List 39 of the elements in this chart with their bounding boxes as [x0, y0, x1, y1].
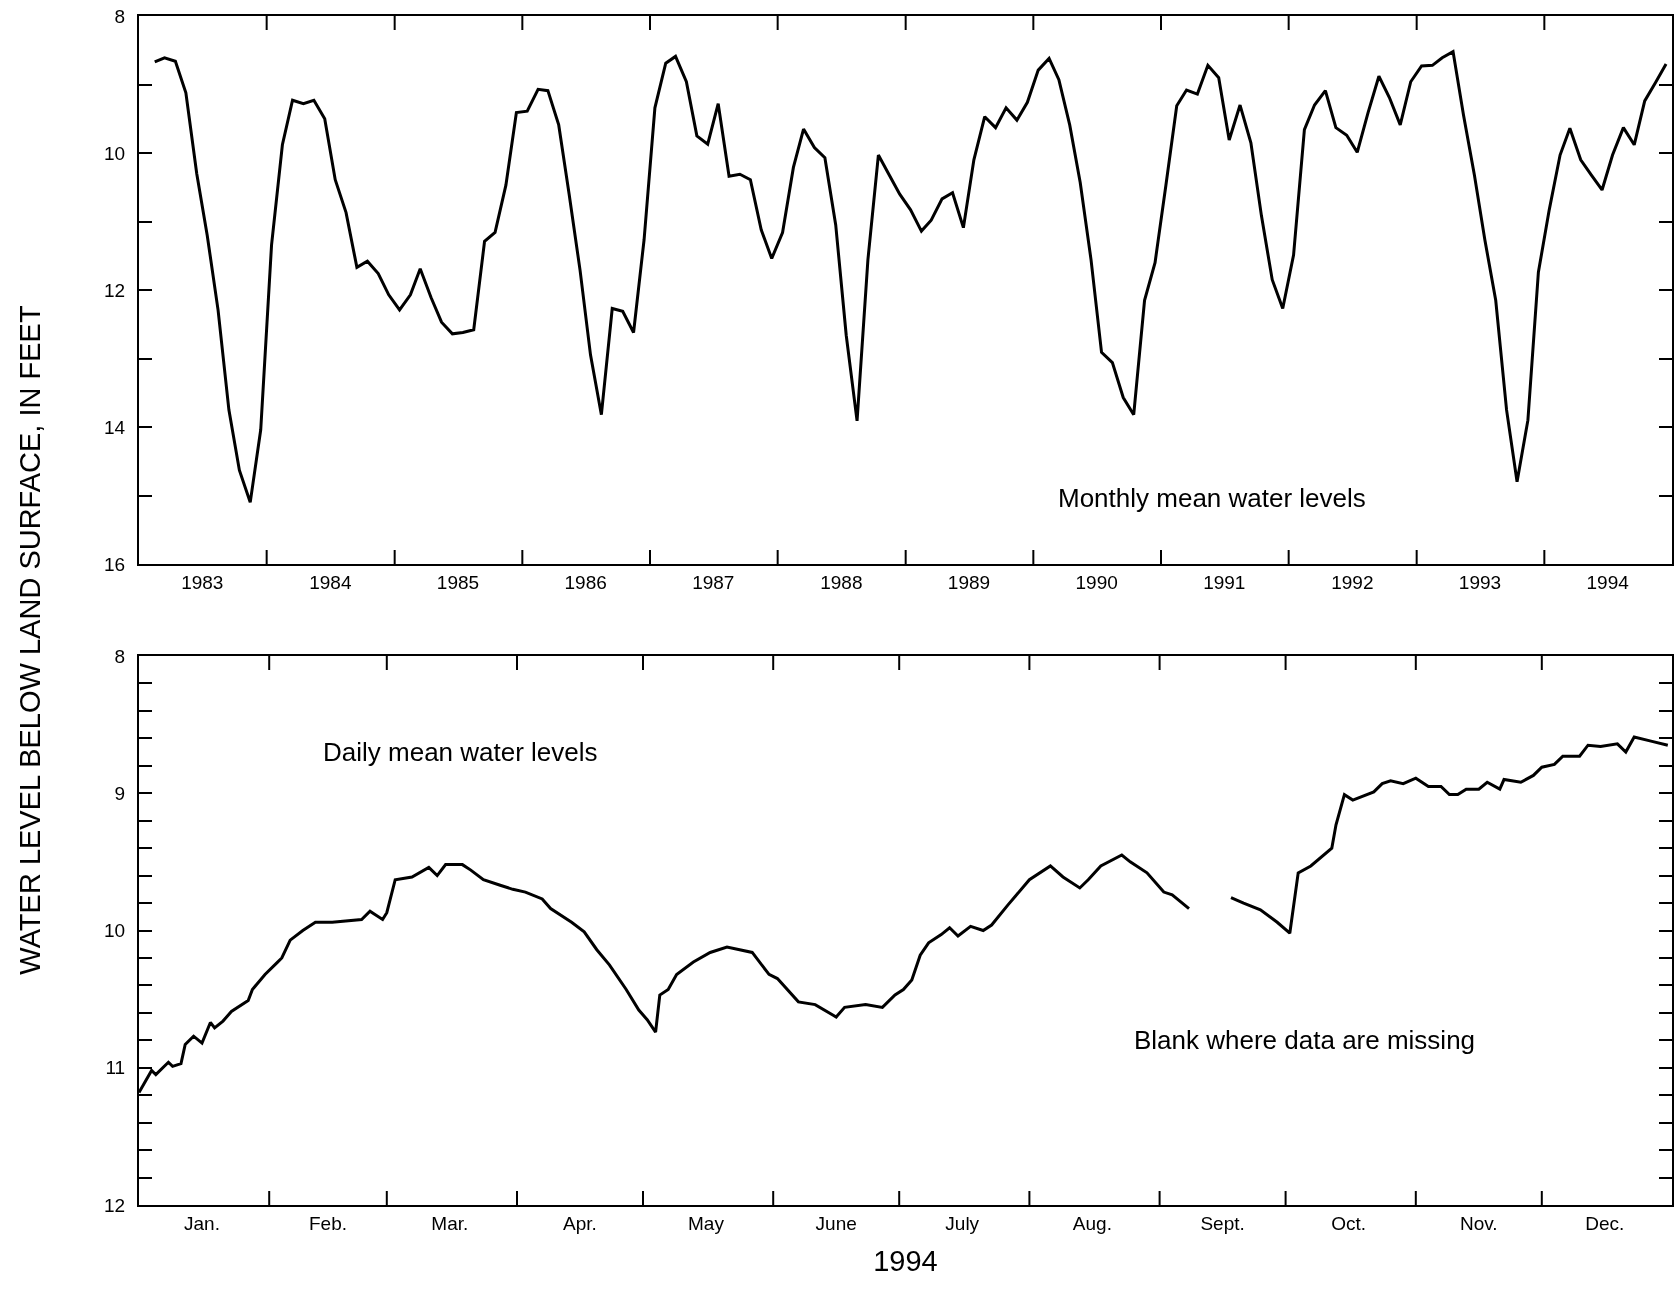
x-tick-label: Dec. — [1585, 1212, 1625, 1234]
x-tick-label: May — [688, 1212, 725, 1234]
y-tick-label: 16 — [104, 553, 126, 575]
y-tick-label: 8 — [114, 645, 126, 667]
x-tick-label: Apr. — [563, 1212, 597, 1234]
annotation: Monthly mean water levels — [1058, 483, 1366, 513]
x-axis-title: 1994 — [873, 1245, 938, 1278]
annotation: Blank where data are missing — [1134, 1025, 1476, 1055]
x-tick-label: Sept. — [1200, 1212, 1245, 1234]
x-tick-label: 1986 — [564, 571, 607, 593]
x-tick-label: Oct. — [1331, 1212, 1367, 1234]
y-tick-label: 9 — [114, 782, 126, 804]
x-tick-label: 1990 — [1075, 571, 1118, 593]
x-tick-label: Mar. — [431, 1212, 469, 1234]
y-tick-label: 10 — [104, 142, 126, 164]
annotation: Daily mean water levels — [323, 737, 598, 767]
y-tick-label: 12 — [104, 279, 126, 301]
y-tick-label: 12 — [104, 1194, 126, 1216]
x-tick-label: 1984 — [309, 571, 352, 593]
y-tick-label: 11 — [105, 1057, 126, 1079]
x-tick-label: Aug. — [1072, 1212, 1112, 1234]
x-tick-label: 1989 — [947, 571, 991, 593]
x-tick-label: 1993 — [1458, 571, 1502, 593]
x-tick-label: Feb. — [308, 1212, 348, 1234]
x-tick-label: July — [945, 1212, 980, 1234]
x-tick-label: 1994 — [1586, 571, 1630, 593]
x-tick-label: June — [815, 1212, 857, 1234]
x-tick-label: 1988 — [820, 571, 863, 593]
x-tick-label: 1991 — [1203, 571, 1246, 593]
y-tick-label: 8 — [114, 5, 126, 27]
y-tick-label: 14 — [104, 416, 126, 438]
y-axis-title: WATER LEVEL BELOW LAND SURFACE, IN FEET — [13, 305, 47, 975]
y-tick-label: 10 — [104, 920, 126, 942]
x-tick-label: Jan. — [184, 1212, 220, 1234]
x-tick-label: 1992 — [1331, 571, 1374, 593]
x-tick-label: 1985 — [436, 571, 480, 593]
x-tick-label: Nov. — [1459, 1212, 1498, 1234]
x-tick-label: 1987 — [692, 571, 735, 593]
x-tick-label: 1983 — [181, 571, 224, 593]
